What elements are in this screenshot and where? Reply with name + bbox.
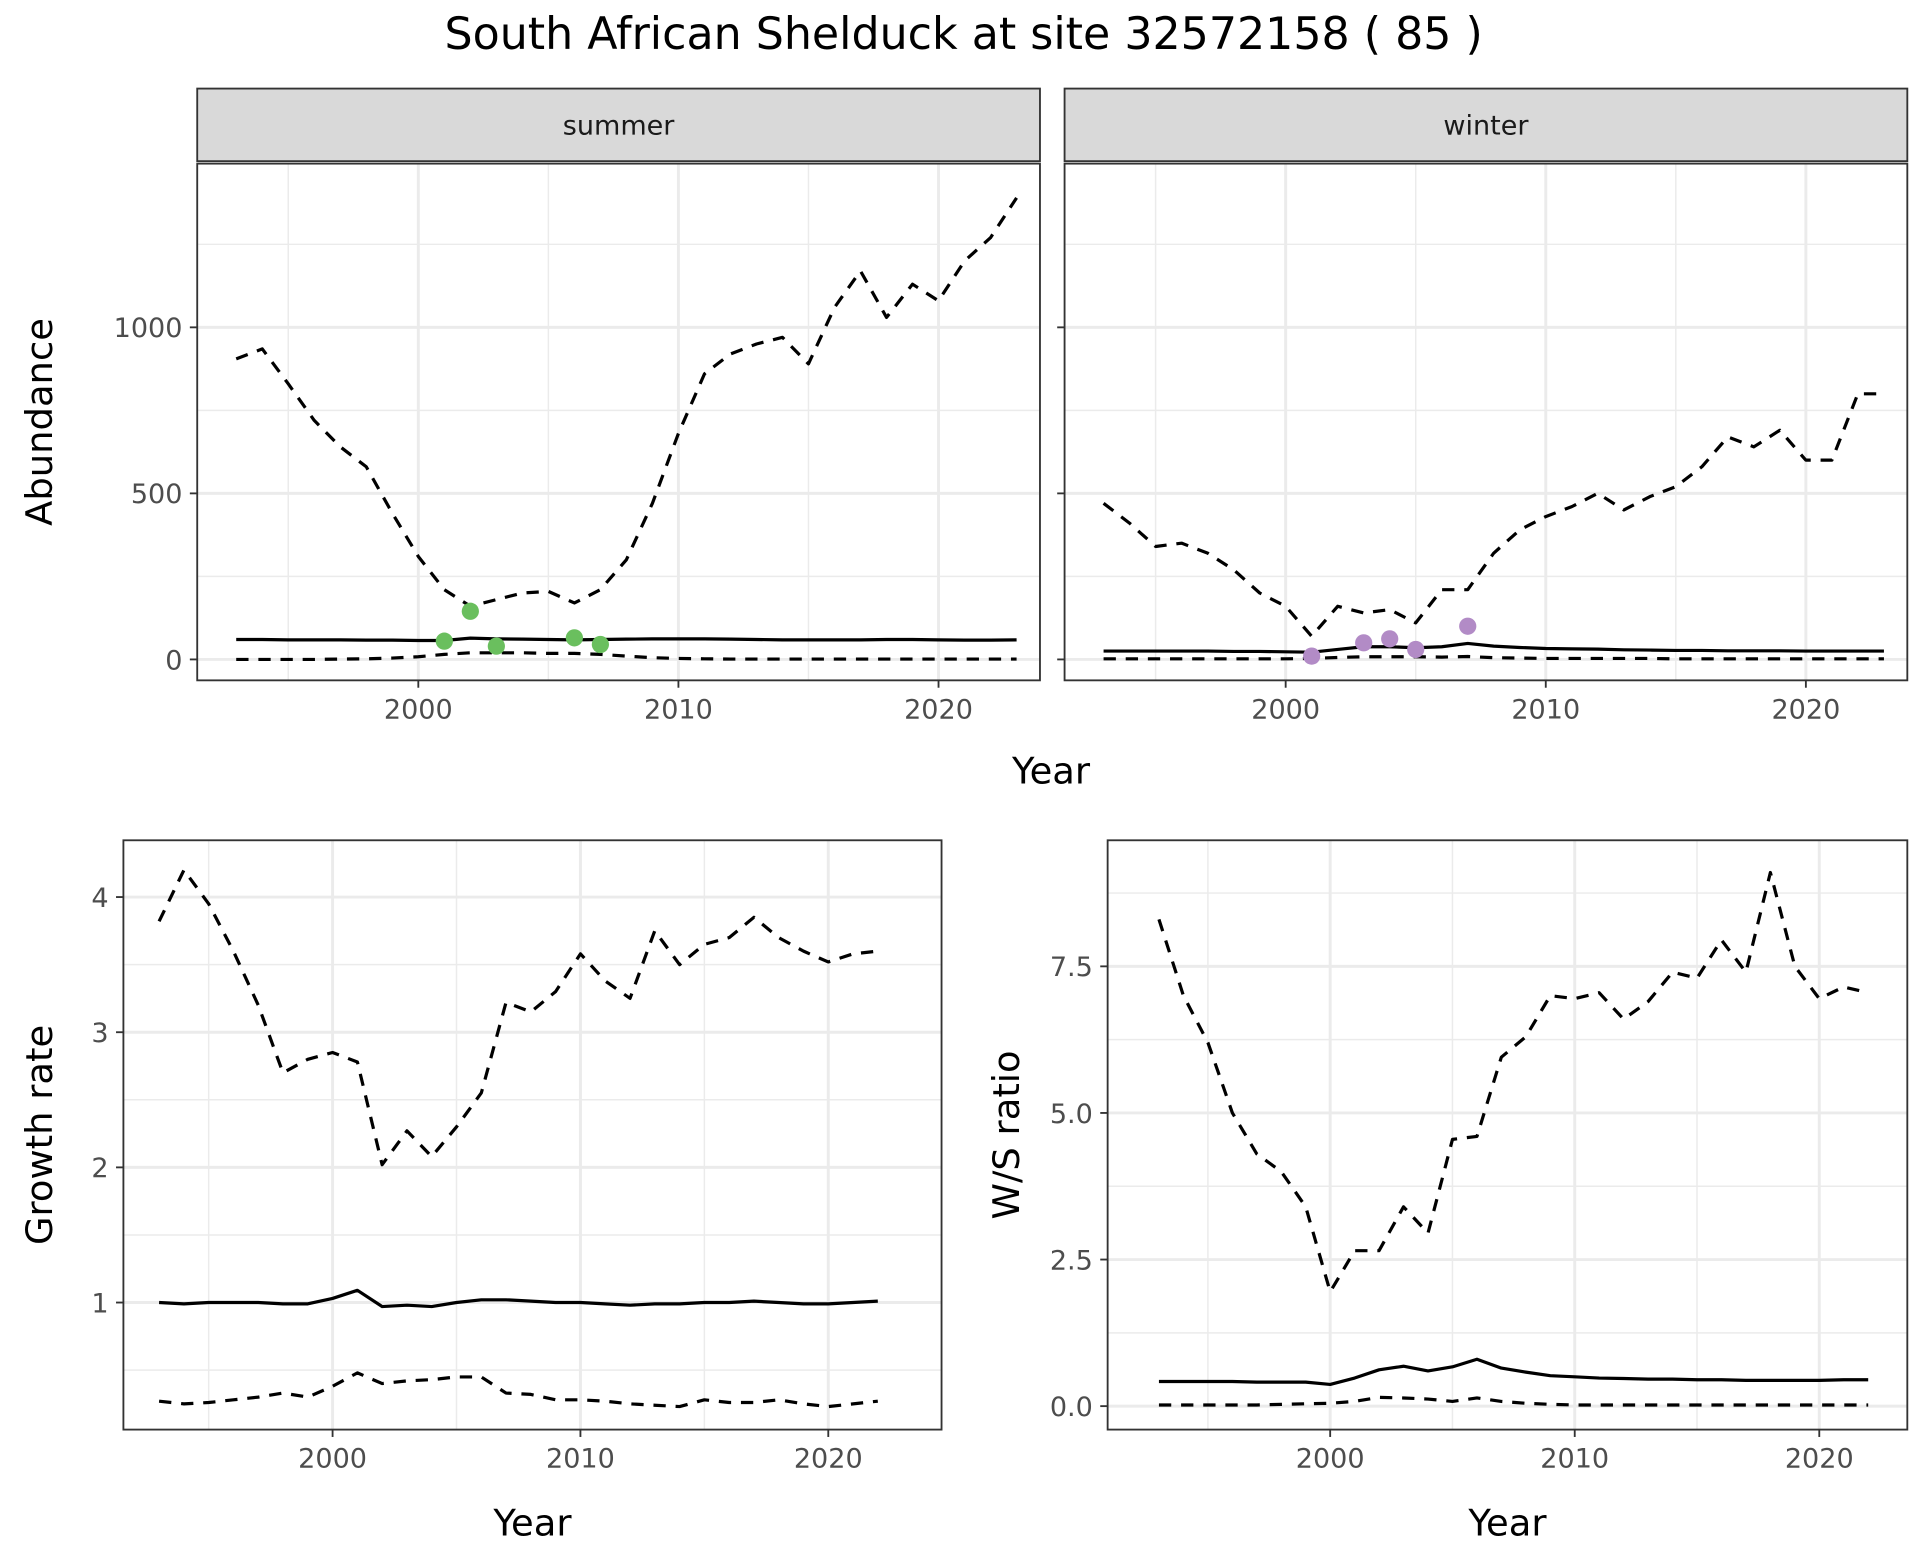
series-line-mean: [236, 636, 1017, 643]
facet-strip: [1063, 87, 1909, 163]
y-tick-label: 0.0: [1050, 1392, 1093, 1423]
panel-border: [122, 839, 943, 1431]
figure-title: South African Shelduck at site 32572158 …: [445, 9, 1483, 60]
series-line-mean: [158, 1288, 878, 1309]
x-tick-label: 2000: [1296, 1444, 1365, 1475]
panel-border: [196, 162, 1041, 682]
series-line-lower: [158, 1371, 878, 1409]
x-tick-label: 2010: [546, 1444, 615, 1475]
panel-growth: 2000 2010 2020 1 2 3 4 Year Growth rate: [18, 839, 943, 1544]
x-tick-label: 2020: [1771, 694, 1840, 725]
y-tick-label: 4: [91, 883, 108, 914]
data-point: [1407, 640, 1425, 659]
y-tick-label: 5.0: [1050, 1099, 1093, 1130]
x-tick-label: 2020: [1785, 1444, 1854, 1475]
panel-winter: winter 2000 2010 2020: [1057, 87, 1909, 725]
y-axis-title: Growth rate: [18, 1025, 61, 1245]
y-tick-label: 7.5: [1050, 952, 1093, 983]
series-line-upper: [157, 868, 878, 1167]
x-tick-label: 2010: [644, 694, 713, 725]
plot-background: [1064, 163, 1908, 681]
data-point: [487, 637, 505, 655]
x-tick-label: 2000: [298, 1444, 367, 1475]
data-point: [1459, 617, 1477, 635]
panel-border: [1063, 162, 1909, 682]
x-tick-label: 2010: [1511, 694, 1580, 725]
facet-strip: [196, 87, 1041, 163]
x-tick-label: 2020: [794, 1444, 863, 1475]
y-tick-label: 500: [131, 479, 183, 510]
data-point: [1303, 647, 1321, 665]
series-line-mean: [1103, 641, 1884, 654]
series-line-lower: [1103, 654, 1884, 661]
x-tick-label: 2000: [1251, 694, 1320, 725]
y-axis-title: W/S ratio: [985, 1050, 1028, 1219]
x-axis-title: Year: [1467, 1501, 1547, 1544]
data-point: [435, 632, 453, 650]
facet-strip-label: winter: [1443, 111, 1529, 142]
series-line-mean: [1158, 1357, 1869, 1387]
series-line-lower: [236, 651, 1017, 662]
y-tick-label: 0: [165, 645, 182, 676]
series-line-lower: [1158, 1395, 1869, 1407]
plot-background: [1107, 840, 1908, 1430]
facet-strip-label: summer: [563, 111, 676, 142]
series-line-upper: [1102, 392, 1884, 638]
data-point: [1381, 630, 1399, 648]
series-line-upper: [1157, 870, 1869, 1294]
plot-background: [123, 840, 942, 1430]
x-tick-label: 2000: [384, 694, 453, 725]
data-point: [1355, 634, 1373, 652]
data-point: [591, 635, 610, 654]
x-axis-title: Year: [492, 1501, 572, 1544]
x-tick-label: 2010: [1540, 1444, 1609, 1475]
y-tick-label: 2.5: [1050, 1245, 1093, 1276]
panel-border: [1106, 839, 1909, 1431]
y-axis-title: Abundance: [18, 318, 61, 526]
top-x-axis-title: Year: [1011, 750, 1091, 793]
data-point: [461, 602, 479, 620]
y-tick-label: 2: [91, 1153, 108, 1184]
data-point: [565, 629, 583, 647]
y-tick-label: 1: [91, 1288, 108, 1319]
plot-background: [197, 163, 1040, 681]
x-tick-label: 2020: [904, 694, 973, 725]
series-line-upper: [235, 196, 1018, 608]
panel-summer: summer 2000 2010 2020 0 500 1000 Abundance: [18, 87, 1041, 725]
y-tick-label: 3: [91, 1018, 108, 1049]
y-tick-label: 1000: [114, 313, 183, 344]
panel-ws_ratio: 2000 2010 2020 0.0 2.5 5.0 7.5 Year W/S ratio: [985, 839, 1909, 1544]
